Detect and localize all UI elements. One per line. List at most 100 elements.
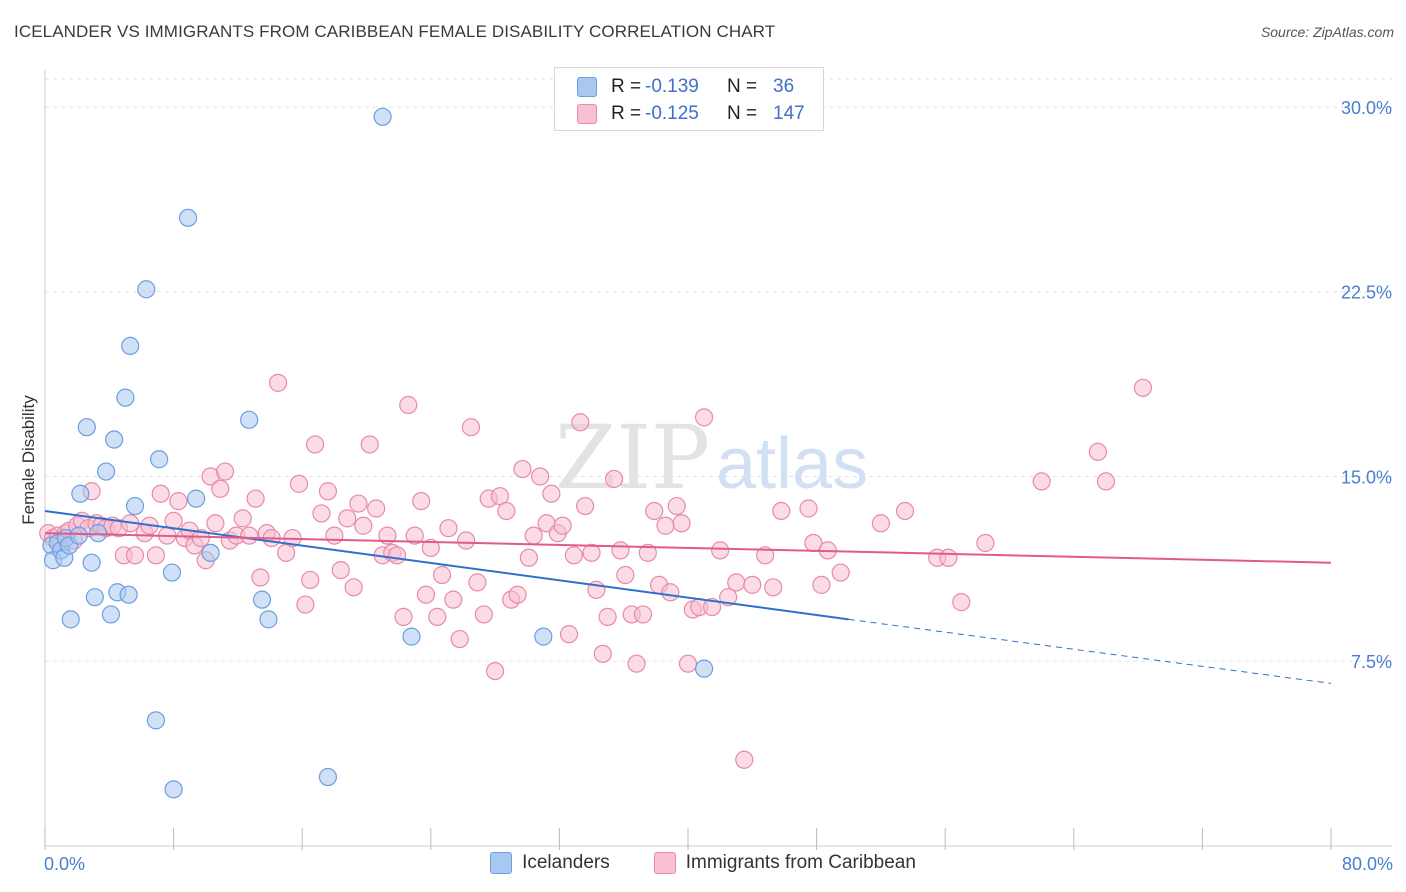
data-point [735,750,754,769]
data-point [169,492,188,511]
data-point [534,627,553,646]
data-point [289,474,309,493]
data-point [486,661,505,681]
data-point [206,514,225,533]
legend-r-label: R = [611,76,642,97]
data-point [71,484,90,503]
data-point [497,501,516,521]
data-point [593,644,612,663]
data-point [764,578,783,597]
data-point [373,107,392,126]
data-point [105,430,124,449]
correlation-legend: R = -0.139 N = 36 R = -0.125 N = 147 [554,67,824,131]
data-point [318,482,338,501]
legend-r-label: R = [611,103,642,124]
data-point [694,659,714,678]
data-point [331,560,350,580]
data-point [1133,378,1153,397]
data-point [661,583,680,602]
data-point [394,607,413,626]
trend-line-icelanders [44,509,849,621]
trend-lines [44,509,1332,684]
data-point [416,585,436,604]
data-point [116,388,135,407]
data-point [69,526,88,545]
data-point [88,524,108,543]
y-tick-label: 22.5% [1341,283,1392,303]
trend-line-icelanders-extension [848,618,1332,684]
data-point [812,575,831,594]
data-point [125,496,145,516]
data-point [77,418,96,437]
data-point [61,610,80,629]
legend-item-icelanders[interactable]: Icelanders [490,852,610,874]
data-point [952,593,971,612]
data-point [164,780,183,799]
series-icelanders-points [42,107,714,799]
data-point [318,767,338,787]
data-point [831,563,850,582]
data-point [215,462,235,481]
data-point [187,489,206,508]
data-point [252,590,272,609]
legend-swatch-caribbean [577,104,597,124]
data-point [82,553,101,572]
data-point [616,565,635,585]
legend-row-caribbean: R = -0.125 N = 147 [577,101,805,127]
legend-item-caribbean[interactable]: Immigrants from Caribbean [653,852,916,874]
source-label: Source: ZipAtlas.com [1260,24,1394,40]
data-point [146,711,166,730]
y-tick-label: 15.0% [1341,467,1392,487]
tick-labels: 7.5% 15.0% 22.5% 30.0% 0.0% 80.0% [44,98,1393,874]
data-point [559,625,579,644]
data-point [444,590,463,609]
data-point [146,546,166,565]
data-point [508,585,527,604]
trend-line-caribbean [44,532,1332,564]
data-point [399,395,418,415]
data-point [354,516,373,535]
data-point [240,526,259,545]
data-point [611,541,630,560]
watermark-atlas: atlas [716,424,868,504]
data-point [360,435,379,454]
data-point [121,336,140,356]
legend-swatch-icelanders [490,852,513,874]
data-point [656,516,675,535]
data-point [178,208,198,227]
data-point [743,575,762,594]
data-point [461,418,481,437]
data-point [421,538,440,558]
data-point [457,531,476,550]
data-point [553,516,572,535]
data-point [627,654,646,673]
data-point [312,504,331,523]
data-point [201,543,220,562]
data-point [344,578,363,597]
data-point [667,496,686,516]
series-caribbean-points [39,373,1153,769]
data-point [513,459,532,479]
data-point [268,373,288,392]
data-point [468,573,487,592]
legend-swatch-icelanders [577,77,597,97]
data-point [672,514,691,533]
x-tick-label: 0.0% [44,854,85,874]
data-point [405,526,424,545]
data-point [402,627,421,646]
data-point [576,496,595,516]
data-point [367,499,386,518]
axes [44,70,1392,850]
data-point [412,492,431,511]
data-point [531,467,550,486]
chart-title: ICELANDER VS IMMIGRANTS FROM CARIBBEAN F… [14,22,776,41]
data-point [191,528,211,548]
data-point [150,450,169,469]
data-point [604,469,624,489]
data-point [432,565,452,585]
legend-r-value: -0.139 [645,76,699,97]
data-point [571,413,590,432]
y-tick-label: 30.0% [1341,98,1392,118]
legend-swatch-caribbean [653,852,676,874]
data-point [151,484,170,503]
